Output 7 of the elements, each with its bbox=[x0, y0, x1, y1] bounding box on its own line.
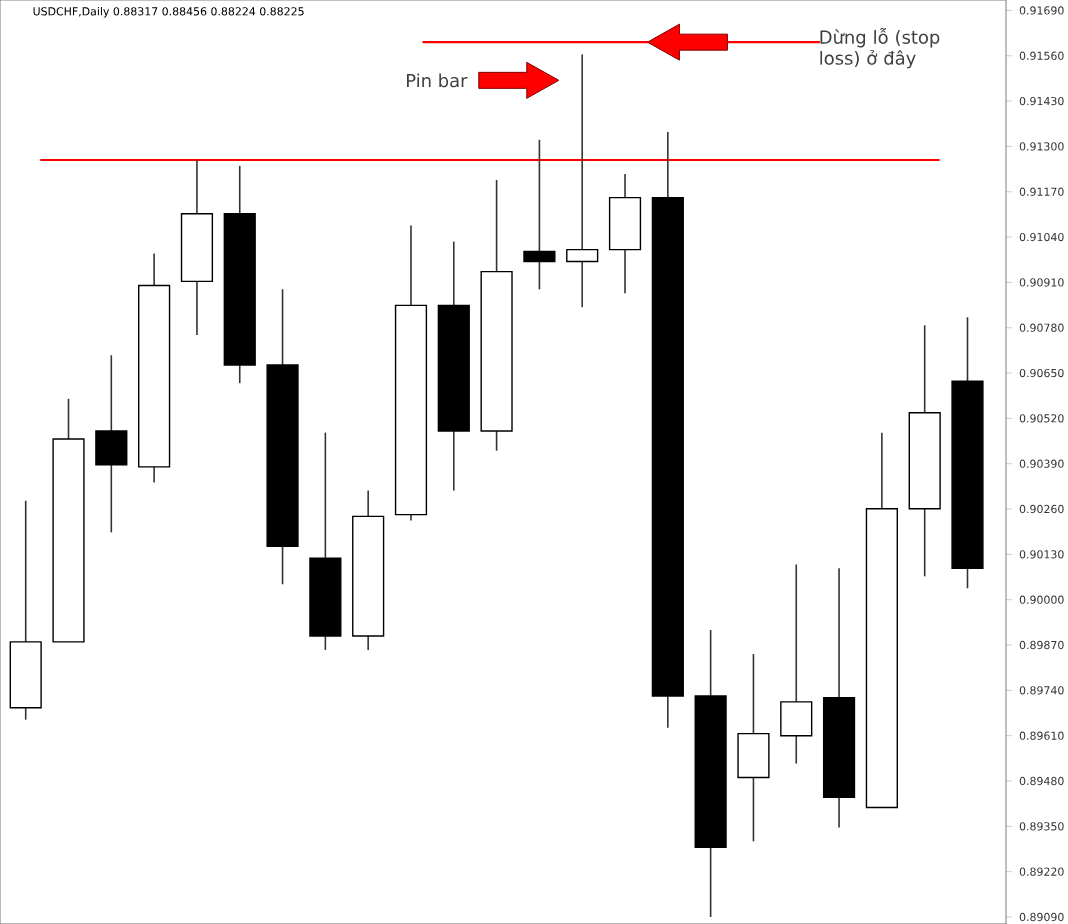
candlestick bbox=[737, 653, 770, 843]
candlestick bbox=[523, 138, 556, 291]
annotation: Pin bar bbox=[407, 73, 468, 88]
candlestick bbox=[95, 354, 128, 534]
candlestick bbox=[780, 563, 813, 765]
candlestick bbox=[566, 53, 599, 308]
ref-line-label: Dừng lỗ (stop loss) ở đây bbox=[820, 27, 940, 69]
